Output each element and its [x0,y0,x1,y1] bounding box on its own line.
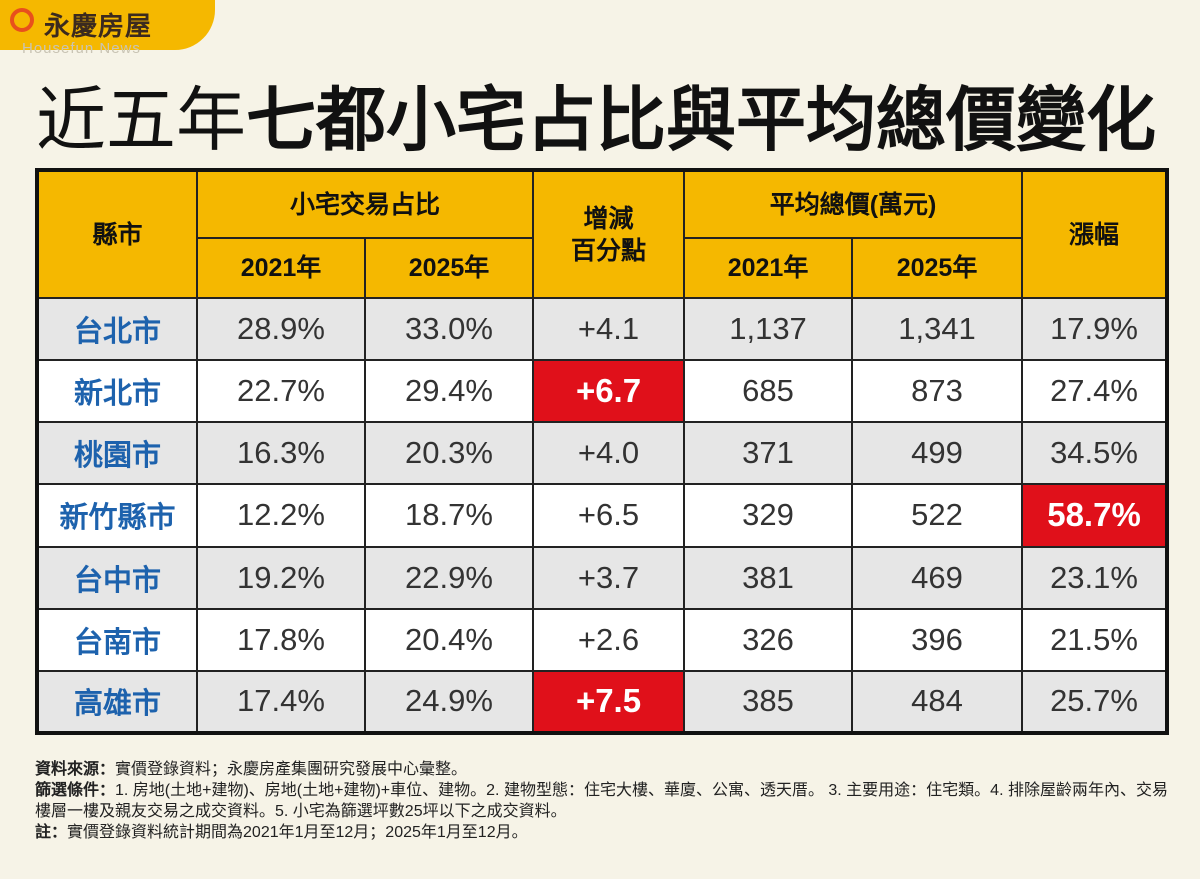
header-cell: 縣市 [36,169,198,299]
title-light: 近五年 [36,81,246,159]
value-cell: 20.4% [363,607,535,672]
value-cell: 19.2% [196,545,366,610]
value-cell: 29.4% [363,359,535,424]
logo-text: 永慶房屋 [44,11,153,41]
value-cell: +3.7 [532,545,686,610]
table-row: 高雄市 17.4% 24.9% +7.5 385 484 25.7% [36,669,1169,735]
value-cell: 1,137 [683,296,854,362]
value-cell: 385 [683,669,854,735]
value-cell: +4.1 [532,296,686,362]
value-cell: 20.3% [363,421,535,486]
value-cell: 21.5% [1021,607,1169,672]
value-cell: +6.5 [532,483,686,548]
note-label: 篩選條件： [35,782,116,799]
city-cell: 新北市 [36,359,198,424]
value-cell: 396 [851,607,1024,672]
note: 資料來源：實價登錄資料；永慶房產集團研究發展中心彙整。 [35,759,1170,780]
data-table: 縣市 小宅交易占比 增減 百分點 平均總價(萬元) 漲幅 2021年 2025年 … [35,168,1170,735]
city-cell: 台北市 [36,296,198,362]
value-cell: 58.7% [1021,483,1169,548]
table-row: 新北市 22.7% 29.4% +6.7 685 873 27.4% [36,359,1169,424]
city-cell: 桃園市 [36,421,198,486]
table-row: 台南市 17.8% 20.4% +2.6 326 396 21.5% [36,607,1169,672]
value-cell: 23.1% [1021,545,1169,610]
city-cell: 台中市 [36,545,198,610]
value-cell: 27.4% [1021,359,1169,424]
value-cell: 381 [683,545,854,610]
value-cell: 522 [851,483,1024,548]
value-cell: 469 [851,545,1024,610]
table-body: 台北市 28.9% 33.0% +4.1 1,137 1,341 17.9% 新北市 22.7%… [36,296,1169,735]
value-cell: 1,341 [851,296,1024,362]
value-cell: 371 [683,421,854,486]
header-cell: 增減 百分點 [532,169,686,299]
header-cell: 小宅交易占比 [195,169,535,239]
header-cell: 2025年 [851,237,1024,299]
value-cell: 17.8% [196,607,366,672]
city-cell: 新竹縣市 [36,483,198,548]
header-cell: 漲幅 [1021,169,1169,299]
title: 近五年七都小宅占比與平均總價變化 [36,80,1156,160]
header-cell: 2025年 [363,237,535,299]
value-cell: 18.7% [363,483,535,548]
value-cell: +7.5 [532,669,686,735]
logo-icon [10,8,34,32]
city-cell: 高雄市 [36,669,198,735]
header-cell: 2021年 [196,237,366,299]
header-cell: 平均總價(萬元) [683,169,1024,239]
value-cell: 22.9% [363,545,535,610]
city-cell: 台南市 [36,607,198,672]
value-cell: 33.0% [363,296,535,362]
note: 篩選條件：1. 房地(土地+建物)、房地(土地+建物)+車位、建物。2. 建物型… [35,780,1170,822]
note-label: 資料來源： [35,761,116,778]
value-cell: +4.0 [532,421,686,486]
value-cell: 685 [683,359,854,424]
value-cell: 17.9% [1021,296,1169,362]
title-bold: 七都小宅占比與平均總價變化 [246,81,1156,159]
logo-badge [0,0,215,50]
table-row: 台中市 19.2% 22.9% +3.7 381 469 23.1% [36,545,1169,610]
value-cell: 25.7% [1021,669,1169,735]
logo-subtext: Housefun News [22,40,141,57]
value-cell: 17.4% [196,669,366,735]
value-cell: +2.6 [532,607,686,672]
note-text: 實價登錄資料；永慶房產集團研究發展中心彙整。 [115,761,468,778]
header-line: 百分點 [571,236,647,265]
note-text: 實價登錄資料統計期間為2021年1月至12月；2025年1月至12月。 [67,824,528,841]
table-row: 新竹縣市 12.2% 18.7% +6.5 329 522 58.7% [36,483,1169,548]
value-cell: 12.2% [196,483,366,548]
value-cell: 34.5% [1021,421,1169,486]
value-cell: 326 [683,607,854,672]
note: 註：實價登錄資料統計期間為2021年1月至12月；2025年1月至12月。 [35,822,1170,843]
value-cell: 16.3% [196,421,366,486]
value-cell: 484 [851,669,1024,735]
value-cell: 499 [851,421,1024,486]
note-text: 1. 房地(土地+建物)、房地(土地+建物)+車位、建物。2. 建物型態：住宅大… [35,782,1168,820]
table-row: 台北市 28.9% 33.0% +4.1 1,137 1,341 17.9% [36,296,1169,362]
value-cell: 24.9% [363,669,535,735]
header-line: 增減 [583,204,634,233]
value-cell: +6.7 [532,359,686,424]
value-cell: 329 [683,483,854,548]
value-cell: 873 [851,359,1024,424]
header-cell: 2021年 [683,237,854,299]
note-label: 註： [35,824,68,841]
value-cell: 22.7% [196,359,366,424]
table-row: 桃園市 16.3% 20.3% +4.0 371 499 34.5% [36,421,1169,486]
value-cell: 28.9% [196,296,366,362]
notes: 資料來源：實價登錄資料；永慶房產集團研究發展中心彙整。 篩選條件：1. 房地(土地… [35,759,1170,843]
